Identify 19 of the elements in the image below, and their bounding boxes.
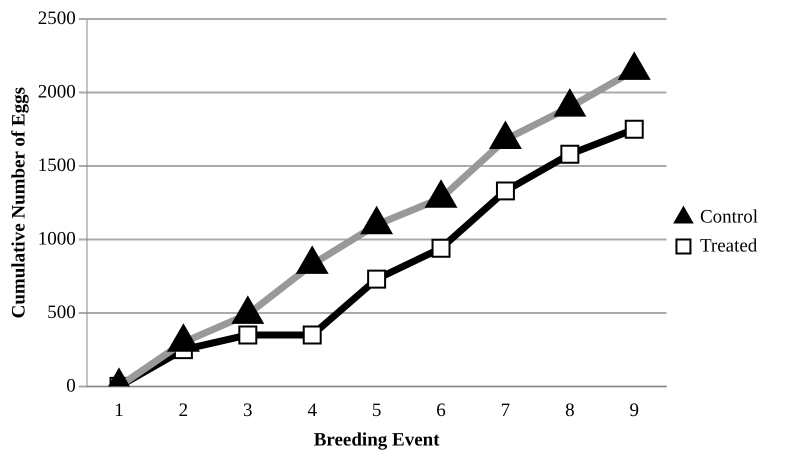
y-tick-label: 0 xyxy=(66,375,76,396)
legend-label: Control xyxy=(700,206,758,228)
y-tick-label: 1000 xyxy=(38,228,76,250)
x-tick-label: 9 xyxy=(629,400,639,421)
y-tick-label: 500 xyxy=(47,302,76,323)
x-tick-label: 5 xyxy=(372,400,382,421)
x-tick-label: 7 xyxy=(500,400,510,421)
y-tick-label: 1500 xyxy=(38,154,76,176)
legend-label: Treated xyxy=(700,235,758,256)
x-tick-label: 4 xyxy=(307,400,318,421)
x-axis-title: Breeding Event xyxy=(314,430,440,451)
x-tick-label: 2 xyxy=(178,400,188,421)
x-tick-label: 8 xyxy=(565,400,575,421)
y-tick-label: 2000 xyxy=(38,81,76,102)
x-tick-label: 3 xyxy=(243,400,253,421)
y-tick-label: 2500 xyxy=(38,8,76,29)
x-tick-label: 1 xyxy=(114,400,124,421)
y-axis-title: Cumulative Number of Eggs xyxy=(8,87,30,318)
x-tick-label: 6 xyxy=(436,400,446,421)
